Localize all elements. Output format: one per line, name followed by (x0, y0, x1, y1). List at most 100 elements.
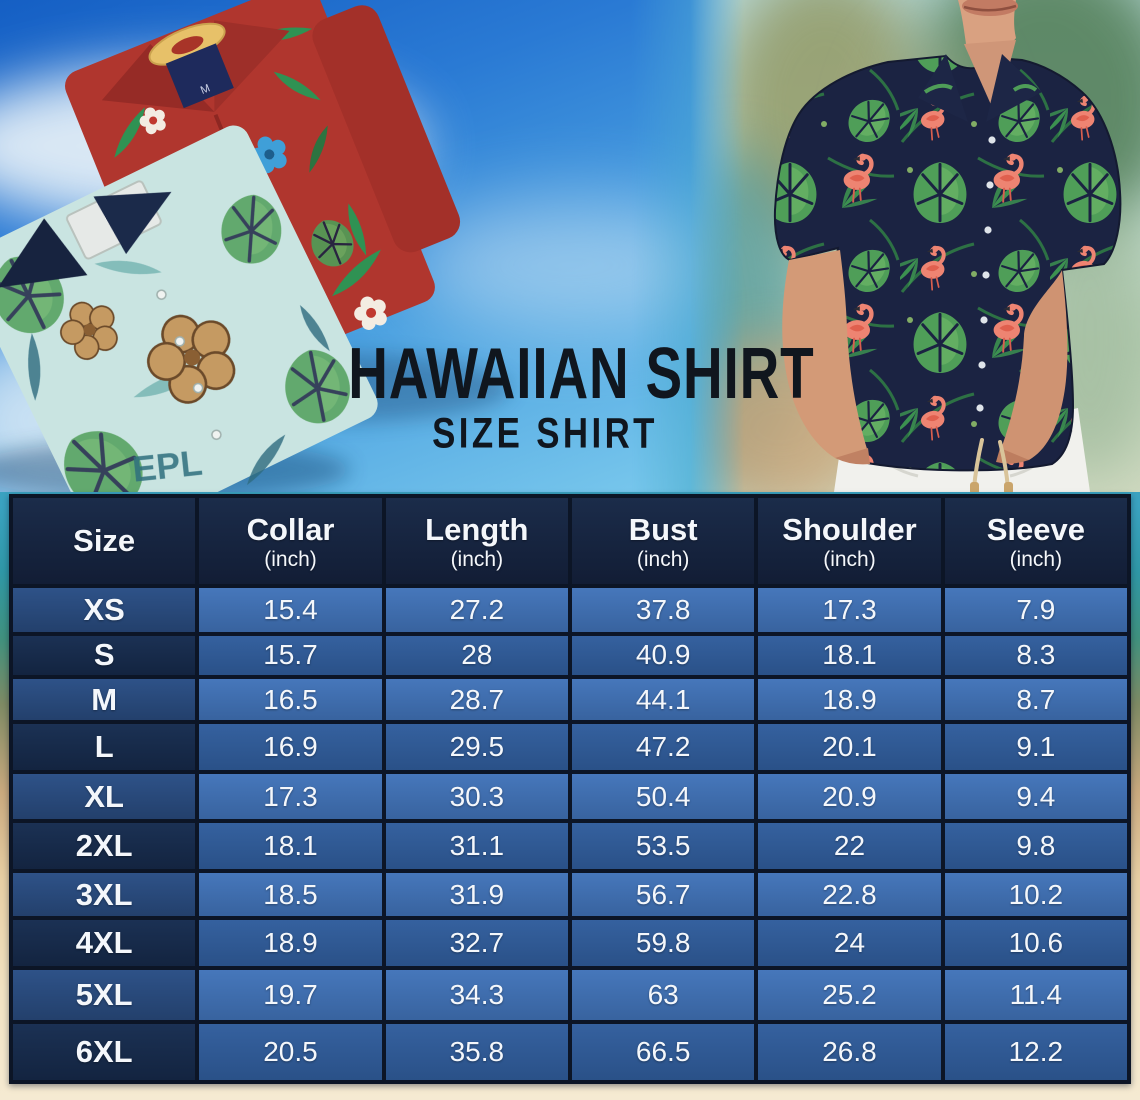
value-cell: 24 (754, 916, 945, 970)
value-cell: 31.1 (381, 819, 572, 873)
size-label: S (8, 631, 200, 679)
value-cell: 40.9 (567, 631, 759, 679)
teal-hawaiian-shirt: EPL (0, 125, 378, 492)
value-cell: 17.3 (754, 584, 945, 636)
size-label: L (8, 720, 200, 774)
man-right-arm (1000, 270, 1068, 460)
collar-left (0, 218, 88, 288)
table-row: L 16.9 29.5 47.2 20.1 9.1 (8, 720, 1132, 774)
value-cell: 59.8 (567, 916, 759, 970)
value-cell: 8.7 (940, 674, 1132, 725)
page-title: HAWAIIAN SHIRT (348, 333, 815, 414)
value-cell: 30.3 (381, 769, 572, 824)
value-cell: 15.4 (195, 584, 386, 636)
hero-photo-collage: M (0, 0, 1140, 492)
value-cell: 18.9 (754, 674, 945, 725)
value-cell: 8.3 (940, 631, 1132, 679)
hero-illustration: M (0, 0, 1122, 492)
column-header-collar: Collar (inch) (195, 493, 386, 589)
table-row: 6XL 20.5 35.8 66.5 26.8 12.2 (8, 1019, 1132, 1085)
value-cell: 18.5 (195, 868, 386, 921)
value-cell: 31.9 (381, 868, 572, 921)
value-cell: 34.3 (381, 965, 572, 1024)
value-cell: 9.4 (940, 769, 1132, 824)
value-cell: 10.2 (940, 868, 1132, 921)
size-table-container: Size Collar (inch) Length (inch) Bust (inch… (8, 493, 1132, 1085)
value-cell: 28 (381, 631, 572, 679)
man-wearing-flamingo-shirt (773, 0, 1122, 492)
collar-tag-letter: M (199, 82, 212, 97)
shirt-print-text: EPL (130, 442, 204, 490)
value-cell: 22.8 (754, 868, 945, 921)
collar-tag (165, 43, 234, 109)
table-row: 3XL 18.5 31.9 56.7 22.8 10.2 (8, 868, 1132, 921)
value-cell: 29.5 (381, 720, 572, 774)
table-row: XL 17.3 30.3 50.4 20.9 9.4 (8, 769, 1132, 824)
title-block: HAWAIIAN SHIRT SIZE SHIRT (305, 333, 815, 458)
value-cell: 56.7 (567, 868, 759, 921)
value-cell: 18.9 (195, 916, 386, 970)
value-cell: 10.6 (940, 916, 1132, 970)
buttons (156, 289, 222, 440)
size-label: 6XL (8, 1019, 200, 1085)
value-cell: 28.7 (381, 674, 572, 725)
value-cell: 27.2 (381, 584, 572, 636)
table-row: 2XL 18.1 31.1 53.5 22 9.8 (8, 819, 1132, 873)
size-table: Size Collar (inch) Length (inch) Bust (inch… (8, 493, 1132, 1085)
value-cell: 9.1 (940, 720, 1132, 774)
collar-right (93, 191, 172, 255)
collar-right (214, 20, 290, 112)
column-header-length: Length (inch) (381, 493, 572, 589)
value-cell: 44.1 (567, 674, 759, 725)
value-cell: 7.9 (940, 584, 1132, 636)
size-label: 4XL (8, 916, 200, 970)
value-cell: 16.5 (195, 674, 386, 725)
value-cell: 53.5 (567, 819, 759, 873)
value-cell: 22 (754, 819, 945, 873)
value-cell: 63 (567, 965, 759, 1024)
table-row: M 16.5 28.7 44.1 18.9 8.7 (8, 674, 1132, 725)
value-cell: 32.7 (381, 916, 572, 970)
cloud (410, 200, 730, 330)
table-row: XS 15.4 27.2 37.8 17.3 7.9 (8, 584, 1132, 636)
table-row: 5XL 19.7 34.3 63 25.2 11.4 (8, 965, 1132, 1024)
value-cell: 19.7 (195, 965, 386, 1024)
column-header-shoulder: Shoulder (inch) (754, 493, 945, 589)
size-label: 3XL (8, 868, 200, 921)
value-cell: 16.9 (195, 720, 386, 774)
value-cell: 11.4 (940, 965, 1132, 1024)
tan-hibiscus-flowers (50, 290, 250, 414)
value-cell: 26.8 (754, 1019, 945, 1085)
value-cell: 17.3 (195, 769, 386, 824)
table-header-row: Size Collar (inch) Length (inch) Bust (inch… (8, 493, 1132, 589)
value-cell: 25.2 (754, 965, 945, 1024)
value-cell: 18.1 (195, 819, 386, 873)
man-left-hand (835, 448, 870, 465)
size-label: XS (8, 584, 200, 636)
value-cell: 50.4 (567, 769, 759, 824)
value-cell: 12.2 (940, 1019, 1132, 1085)
size-label: M (8, 674, 200, 725)
table-row: S 15.7 28 40.9 18.1 8.3 (8, 631, 1132, 679)
value-cell: 20.1 (754, 720, 945, 774)
value-cell: 35.8 (381, 1019, 572, 1085)
value-cell: 66.5 (567, 1019, 759, 1085)
column-header-bust: Bust (inch) (567, 493, 759, 589)
value-cell: 15.7 (195, 631, 386, 679)
man-lips (962, 0, 1018, 16)
size-label: 5XL (8, 965, 200, 1024)
value-cell: 18.1 (754, 631, 945, 679)
value-cell: 20.9 (754, 769, 945, 824)
value-cell: 47.2 (567, 720, 759, 774)
column-header-sleeve: Sleeve (inch) (940, 493, 1132, 589)
page-subtitle: SIZE SHIRT (432, 408, 658, 458)
table-row: 4XL 18.9 32.7 59.8 24 10.6 (8, 916, 1132, 970)
size-label: 2XL (8, 819, 200, 873)
value-cell: 9.8 (940, 819, 1132, 873)
column-header-size: Size (8, 493, 200, 589)
value-cell: 20.5 (195, 1019, 386, 1085)
shirt-collar-left (918, 54, 968, 122)
value-cell: 37.8 (567, 584, 759, 636)
shirt-buttons (976, 136, 996, 412)
